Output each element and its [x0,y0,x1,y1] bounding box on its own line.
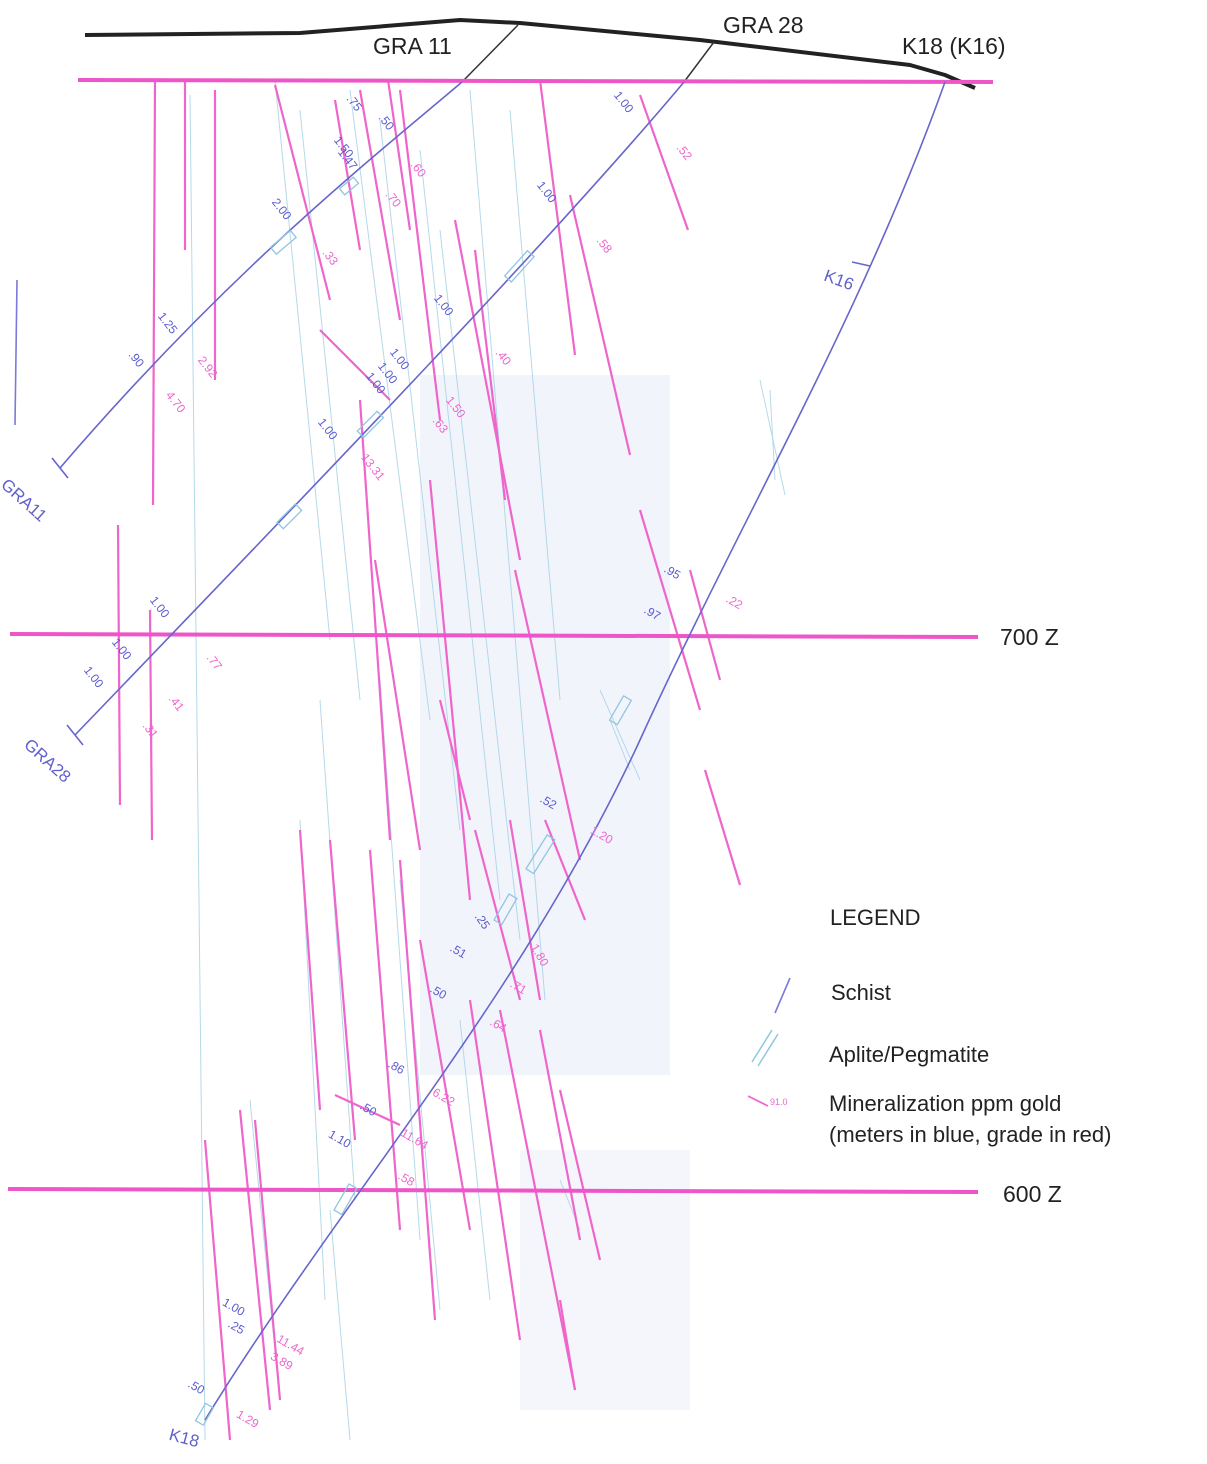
legend-sample-tick-label: 91.0 [770,1097,788,1107]
mineralization-veins-group [116,79,742,1441]
gra11-collar-line [461,24,519,83]
k18-drillhole-trace [204,81,946,1421]
legend-title: LEGEND [830,905,921,930]
legend-aplite-symbol [751,1029,779,1067]
gra11-top-label: GRA 11 [373,33,452,59]
gra11-end-tick [51,457,69,479]
legend-mineralization-note: (meters in blue, grade in red) [829,1122,1112,1147]
legend-aplite-label: Aplite/Pegmatite [829,1042,990,1067]
topographic-surface-line [84,18,976,90]
gra28-drillhole-trace [74,81,685,736]
left-edge-stroke [14,279,18,426]
gra28-end-tick [66,724,84,746]
legend-mineralization-symbol [747,1095,769,1107]
background-wash [420,375,690,1410]
legend-schist-symbol [774,977,791,1014]
elevation-700z-label: 700 Z [1000,624,1059,650]
k18-top-label: K18 (K16) [902,33,1006,59]
elevation-600z-label: 600 Z [1003,1181,1062,1207]
gra28-collar-line [683,41,715,83]
k16-tick [851,261,871,267]
gra11-drillhole-trace [59,81,463,469]
gra28-top-label: GRA 28 [723,12,804,38]
schist-hatching-group [189,79,786,1441]
legend-symbols-group [747,977,791,1107]
legend-mineralization-label: Mineralization ppm gold [829,1091,1062,1116]
elevation-line-700z [9,632,979,639]
aplite-markers-group [194,176,633,1427]
top-elevation-line [77,78,994,84]
elevation-line-600z [7,1187,979,1194]
legend-schist-label: Schist [831,980,891,1005]
